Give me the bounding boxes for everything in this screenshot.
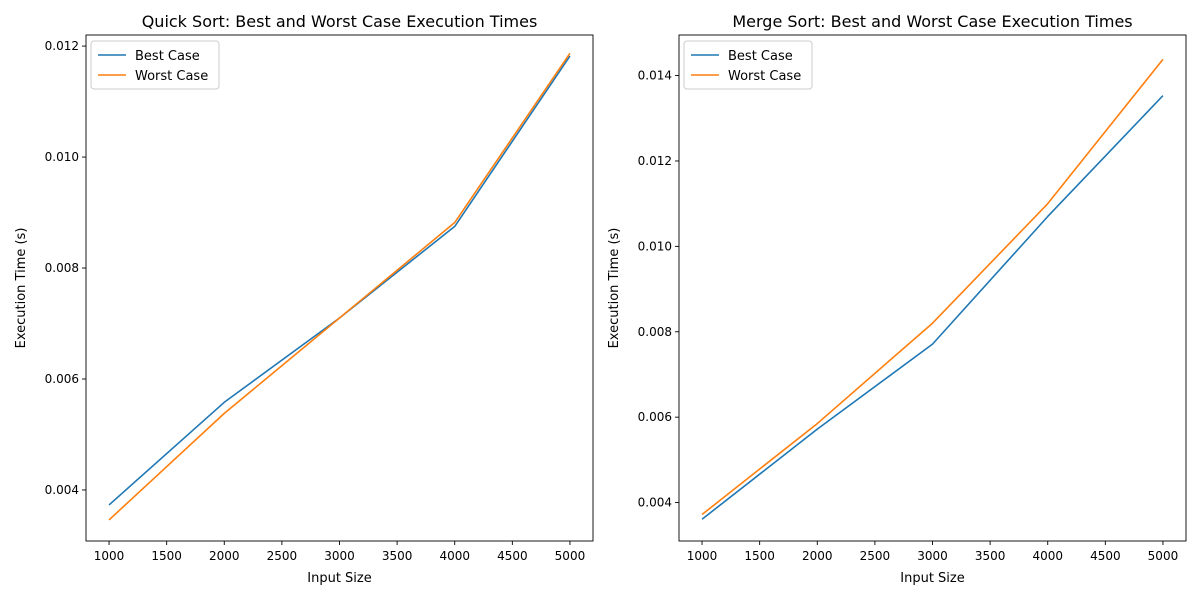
- x-tick-label: 3500: [382, 549, 413, 563]
- x-axis-label: Input Size: [307, 571, 371, 586]
- x-tick-label: 1500: [744, 549, 775, 563]
- x-tick-label: 4000: [439, 549, 470, 563]
- y-tick-label: 0.004: [638, 496, 672, 510]
- legend: Best Case Worst Case: [90, 40, 220, 90]
- x-tick-label: 4500: [1090, 549, 1121, 563]
- y-tick-label: 0.004: [45, 483, 79, 497]
- legend-box: [683, 40, 813, 90]
- legend-entry: Best Case: [728, 49, 793, 64]
- x-axis-label: Input Size: [900, 571, 964, 586]
- y-tick-label: 0.010: [45, 150, 79, 164]
- legend-entry: Best Case: [135, 49, 200, 64]
- y-tick-label: 0.014: [638, 69, 672, 83]
- legend-entry: Worst Case: [728, 69, 801, 84]
- y-axis-label: Execution Time (s): [14, 228, 29, 349]
- y-tick-label: 0.006: [45, 372, 79, 386]
- x-tick-label: 4000: [1032, 549, 1063, 563]
- x-tick-label: 2500: [267, 549, 298, 563]
- x-tick-label: 3500: [975, 549, 1006, 563]
- x-tick-label: 3000: [324, 549, 355, 563]
- x-tick-label: 4500: [497, 549, 528, 563]
- x-tick-label: 1500: [151, 549, 182, 563]
- x-tick-label: 2500: [860, 549, 891, 563]
- chart-title: Merge Sort: Best and Worst Case Executio…: [732, 12, 1132, 31]
- x-tick-label: 1000: [687, 549, 718, 563]
- y-tick-label: 0.008: [638, 325, 672, 339]
- y-axis-label: Execution Time (s): [607, 228, 622, 349]
- legend-box: [90, 40, 220, 90]
- legend-entry: Worst Case: [135, 69, 208, 84]
- chart-title: Quick Sort: Best and Worst Case Executio…: [142, 12, 538, 31]
- x-tick-label: 1000: [94, 549, 125, 563]
- x-tick-label: 5000: [555, 549, 586, 563]
- x-tick-label: 3000: [917, 549, 948, 563]
- chart-panel-1: Quick Sort: Best and Worst Case Executio…: [14, 12, 594, 586]
- x-tick-label: 2000: [209, 549, 240, 563]
- y-tick-label: 0.006: [638, 410, 672, 424]
- series-line-worst-case: [108, 52, 571, 521]
- chart-panel-2: Merge Sort: Best and Worst Case Executio…: [607, 12, 1187, 586]
- y-tick-label: 0.012: [45, 39, 79, 53]
- series-line-best-case: [701, 95, 1164, 520]
- series-line-worst-case: [701, 58, 1164, 516]
- y-tick-label: 0.010: [638, 239, 672, 253]
- y-tick-label: 0.008: [45, 261, 79, 275]
- y-tick-label: 0.012: [638, 154, 672, 168]
- legend: Best Case Worst Case: [683, 40, 813, 90]
- x-tick-label: 5000: [1148, 549, 1179, 563]
- x-tick-label: 2000: [802, 549, 833, 563]
